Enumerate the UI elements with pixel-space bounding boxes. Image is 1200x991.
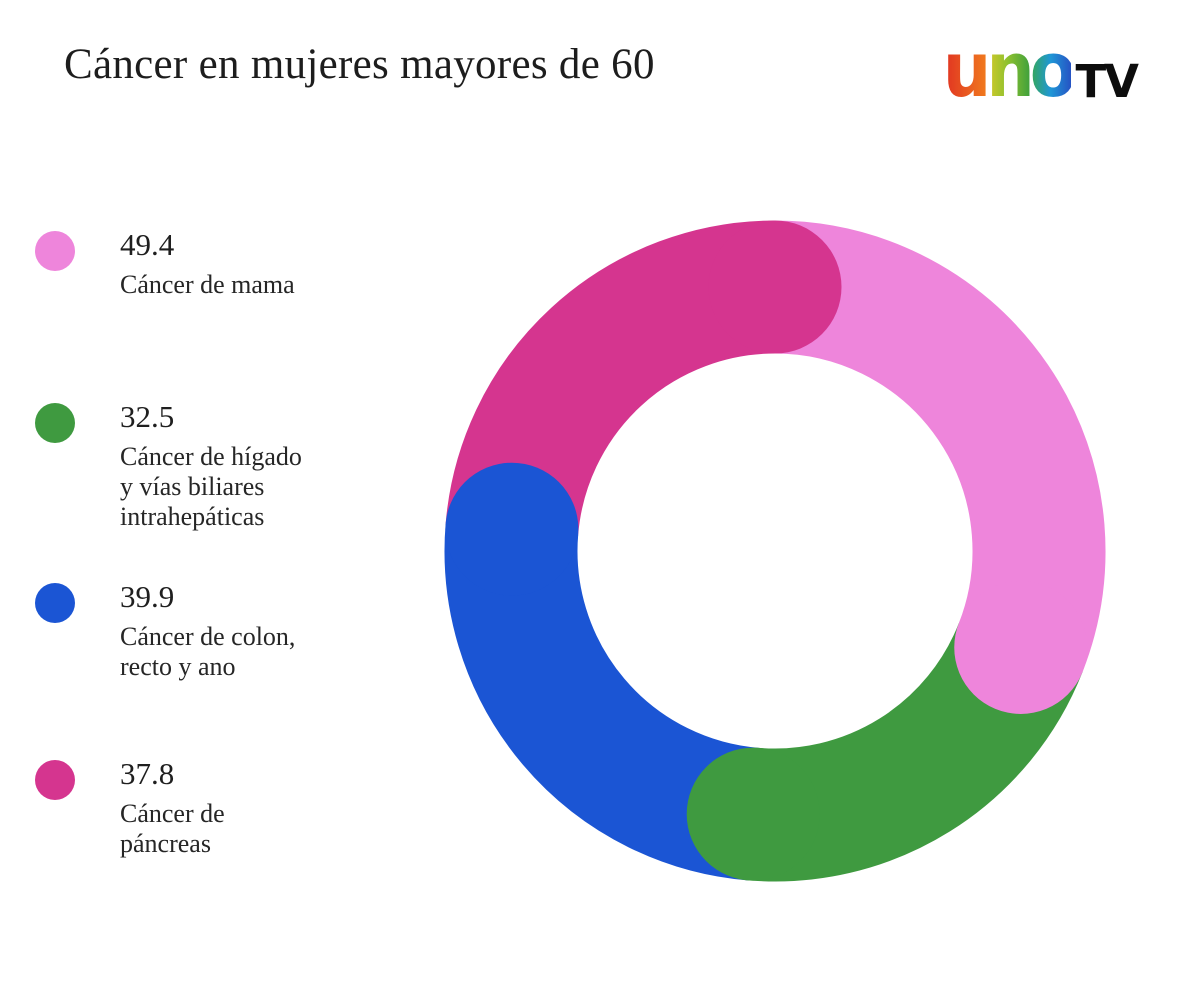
legend-label: Cáncer de hígado y vías biliares intrahe… xyxy=(120,442,302,532)
legend-value: 37.8 xyxy=(120,756,175,791)
legend-label-line: páncreas xyxy=(120,829,211,858)
logo-letter-u: u xyxy=(942,26,991,116)
donut-segment-cap xyxy=(686,747,820,881)
legend-item-higado: 32.5 Cáncer de hígado y vías biliares in… xyxy=(35,400,302,532)
legend-item-pancreas: 37.8 Cáncer de páncreas xyxy=(35,757,225,859)
legend-text: 37.8 Cáncer de páncreas xyxy=(120,757,225,859)
donut-chart xyxy=(444,220,1106,882)
unotv-logo: u n o TV xyxy=(943,33,1139,109)
legend-value: 32.5 xyxy=(120,399,175,434)
legend-label-line: Cáncer de xyxy=(120,799,225,828)
legend-color-dot xyxy=(35,403,75,443)
legend-label-line: Cáncer de colon, xyxy=(120,622,296,651)
legend-label-line: intrahepáticas xyxy=(120,502,265,531)
legend-text: 39.9 Cáncer de colon, recto y ano xyxy=(120,580,295,682)
logo-letter-n: n xyxy=(986,26,1034,116)
donut-segment-cap xyxy=(445,462,579,596)
donut-segment-cap xyxy=(954,580,1088,714)
legend-label: Cáncer de colon, recto y ano xyxy=(120,622,295,682)
legend-item-mama: 49.4 Cáncer de mama xyxy=(35,228,295,300)
legend-label: Cáncer de páncreas xyxy=(120,799,225,859)
page-title: Cáncer en mujeres mayores de 60 xyxy=(64,41,655,88)
legend-label-line: Cáncer de hígado xyxy=(120,442,302,471)
legend-color-dot xyxy=(35,231,75,271)
legend-value: 39.9 xyxy=(120,579,175,614)
legend-label: Cáncer de mama xyxy=(120,270,295,300)
legend-color-dot xyxy=(35,583,75,623)
legend-item-colon: 39.9 Cáncer de colon, recto y ano xyxy=(35,580,295,682)
legend-label-line: Cáncer de mama xyxy=(120,270,295,299)
legend-value: 49.4 xyxy=(120,227,175,262)
donut-segment-cap xyxy=(708,220,842,354)
legend-color-dot xyxy=(35,760,75,800)
legend-label-line: recto y ano xyxy=(120,652,236,681)
donut-segment xyxy=(773,220,1106,672)
legend-label-line: y vías biliares xyxy=(120,472,265,501)
logo-tv-text: TV xyxy=(1075,55,1139,108)
legend-text: 49.4 Cáncer de mama xyxy=(120,228,295,300)
logo-uno-wordmark: u n o xyxy=(942,26,1077,116)
logo-letter-o: o xyxy=(1029,26,1077,116)
legend-text: 32.5 Cáncer de hígado y vías biliares in… xyxy=(120,400,302,532)
